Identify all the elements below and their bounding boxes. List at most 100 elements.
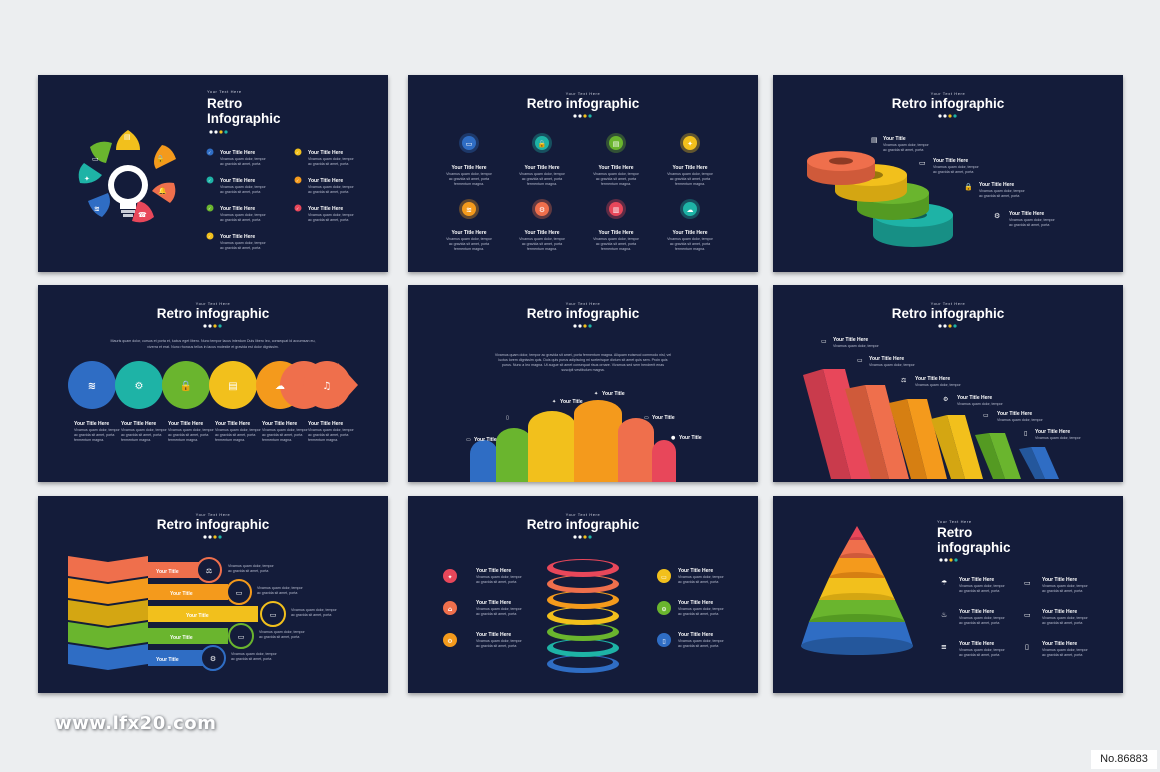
svg-text:⌂: ⌂ [448,606,452,613]
svg-text:🔒: 🔒 [180,380,192,392]
icon-grid-text-row2: Your Title Here Vivamus quam dolor, temp… [446,230,713,251]
ring-stack-right-labels: ▭ Your Title Here Vivamus quam dolor, te… [657,568,724,648]
svg-text:Vivamus quam dolor, tempor: Vivamus quam dolor, tempor [915,383,961,387]
title-dots [209,130,228,134]
svg-text:Your Title Here: Your Title Here [598,165,633,171]
svg-text:ac gravida sit amet, porta: ac gravida sit amet, porta [1042,589,1082,593]
svg-text:Vivamus quam dolor, tempor: Vivamus quam dolor, tempor [667,237,713,241]
rings-labels: ▤ Your Title Your Title Here Vivamus qua… [871,136,1055,227]
svg-text:▭: ▭ [983,412,989,419]
svg-text:⚙: ⚙ [135,381,144,392]
svg-text:fermentum magna.: fermentum magna. [308,438,338,442]
slide-thumbnail-3[interactable]: Your Text Here Retro infographic ▤ Your … [773,75,1123,272]
checklist-left: ✓ Your Title Here Vivamus quam dolor, te… [206,148,266,250]
svg-text:Vivamus quam dolor, tempor: Vivamus quam dolor, tempor [869,363,915,367]
svg-text:⚖: ⚖ [901,377,906,384]
svg-text:Vivamus quam dolor, tempor: Vivamus quam dolor, tempor [678,575,724,579]
svg-text:▭: ▭ [270,611,277,619]
pyramid-labels-right: ▭ Your Title Here Vivamus quam dolor, te… [1024,577,1088,657]
slide-thumbnail-5[interactable]: Your Text Here Retro infographic Vivamus… [408,285,758,482]
svg-text:Your Title Here: Your Title Here [1042,609,1077,615]
svg-text:▤: ▤ [871,136,878,144]
svg-text:Vivamus quam dolor, tempor: Vivamus quam dolor, tempor [74,428,120,432]
svg-text:Vivamus quam dolor, tempor: Vivamus quam dolor, tempor [168,428,214,432]
paragraph-line-1: Vivamus quam dolor, tempor ac gravida si… [495,353,672,357]
svg-text:Your Title Here: Your Title Here [451,230,486,236]
svg-text:▤: ▤ [124,133,131,141]
svg-text:▥: ▥ [613,206,620,214]
cone-pyramid-graphic [801,526,913,655]
svg-text:Your Title: Your Title [170,591,193,597]
slide-subtitle: Your Text Here [931,91,966,96]
svg-text:ac gravida sit amet, porta: ac gravida sit amet, porta [308,218,348,222]
svg-text:ac gravida sit amet, porta: ac gravida sit amet, porta [476,580,516,584]
svg-text:ac gravida sit amet, porta: ac gravida sit amet, porta [228,569,268,573]
intro-paragraph-2: viverra et erat. Nunc rhoncus tellus in … [147,345,279,349]
svg-text:ac gravida sit amet, porta: ac gravida sit amet, porta [933,170,973,174]
svg-text:Vivamus quam dolor, tempor: Vivamus quam dolor, tempor [678,607,724,611]
slide-thumbnail-7[interactable]: Your Text Here Retro infographic ⚖ ▭ ▭ ▭… [38,496,388,693]
svg-text:≋: ≋ [88,381,96,392]
stacked-rings-graphic [807,151,953,247]
svg-text:ac gravida sit amet, porta: ac gravida sit amet, porta [220,218,260,222]
svg-text:Your Title Here: Your Title Here [678,600,713,606]
svg-text:ac gravida sit amet, porta: ac gravida sit amet, porta [220,162,260,166]
paragraph-line-2: luctus lorem dignissim quis. Duis quis p… [498,358,667,362]
svg-text:Your Title: Your Title [156,657,179,663]
svg-text:✦: ✦ [84,175,90,183]
svg-text:▭: ▭ [1024,579,1031,587]
svg-text:▯: ▯ [1025,643,1029,651]
svg-text:Vivamus quam dolor, tempor: Vivamus quam dolor, tempor [519,172,565,176]
svg-text:ac gravida sit amet, porta: ac gravida sit amet, porta [449,177,489,181]
title-dots [573,324,592,328]
svg-text:ac gravida sit amet, porta: ac gravida sit amet, porta [979,194,1019,198]
slide-title: Retro infographic [892,306,1005,321]
svg-text:Your Title: Your Title [186,613,209,619]
title-dots [203,324,222,328]
svg-text:fermentum magna.: fermentum magna. [454,182,484,186]
slide-thumbnail-1[interactable]: ▤ 🔒 🔔 ☎ ≋ ✦ ▭ Your Text Here Retro Infog… [38,75,388,272]
svg-text:▭: ▭ [661,574,667,581]
svg-text:Your Title Here: Your Title Here [1035,429,1070,435]
svg-text:✓: ✓ [208,178,211,183]
svg-text:Vivamus quam dolor, tempor: Vivamus quam dolor, tempor [678,639,724,643]
arches-graphic [470,400,676,482]
svg-text:Vivamus quam dolor, tempor: Vivamus quam dolor, tempor [997,418,1043,422]
process-circles: ≋ ⚙ 🔒 ▤ ☁ ♫ [68,361,358,409]
slide-thumbnail-8[interactable]: Your Text Here Retro infographic ✦ Your … [408,496,758,693]
svg-text:Your Title Here: Your Title Here [220,178,255,184]
svg-text:fermentum magna.: fermentum magna. [215,438,245,442]
svg-text:Your Title Here: Your Title Here [1042,577,1077,583]
slide-thumbnail-4[interactable]: Your Text Here Retro infographic Mauris … [38,285,388,482]
slide-subtitle: Your Text Here [207,89,242,94]
arches-labels: ▭ Your Title ▯ ✦ Your Title ✦ Your Title… [466,391,702,443]
slide-thumbnail-6[interactable]: Your Text Here Retro infographic ▭ Your … [773,285,1123,482]
svg-text:Your Title Here: Your Title Here [308,421,343,427]
svg-text:Your Title Here: Your Title Here [672,165,707,171]
slide-thumbnail-2[interactable]: Your Text Here Retro infographic ▭ 🔒 ▤ ✦… [408,75,758,272]
svg-text:Your Title Here: Your Title Here [678,568,713,574]
slide-title: Retro infographic [527,96,640,111]
svg-text:Vivamus quam dolor, tempor: Vivamus quam dolor, tempor [220,241,266,245]
svg-text:Vivamus quam dolor, tempor: Vivamus quam dolor, tempor [933,165,979,169]
svg-text:Your Title Here: Your Title Here [997,411,1032,417]
svg-text:▯: ▯ [662,638,665,645]
svg-text:✓: ✓ [296,206,299,211]
slide-thumbnail-9[interactable]: Your Text Here Retro infographic ☂ Your … [773,496,1123,693]
svg-text:Vivamus quam dolor, tempor: Vivamus quam dolor, tempor [959,584,1005,588]
svg-text:Vivamus quam dolor, tempor: Vivamus quam dolor, tempor [259,630,305,634]
svg-text:✓: ✓ [296,178,299,183]
svg-text:Vivamus quam dolor, tempor: Vivamus quam dolor, tempor [121,428,167,432]
svg-text:ac gravida sit amet, porta: ac gravida sit amet, porta [596,242,636,246]
process-labels: Your Title Here Vivamus quam dolor, temp… [74,421,354,442]
svg-text:≋: ≋ [466,206,472,214]
svg-text:Your Title Here: Your Title Here [220,206,255,212]
svg-text:▭: ▭ [466,437,471,443]
svg-text:Your Title Here: Your Title Here [262,421,297,427]
title-dots [938,324,957,328]
svg-text:▭: ▭ [238,633,245,641]
svg-text:Your Title Here: Your Title Here [833,337,868,343]
svg-text:Your Title Here: Your Title Here [933,158,968,164]
svg-text:♨: ♨ [941,611,947,619]
svg-text:Your Title: Your Title [602,391,625,397]
